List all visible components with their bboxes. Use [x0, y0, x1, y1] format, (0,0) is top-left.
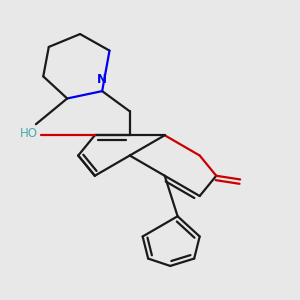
Text: HO: HO — [20, 127, 38, 140]
Text: N: N — [97, 73, 107, 85]
